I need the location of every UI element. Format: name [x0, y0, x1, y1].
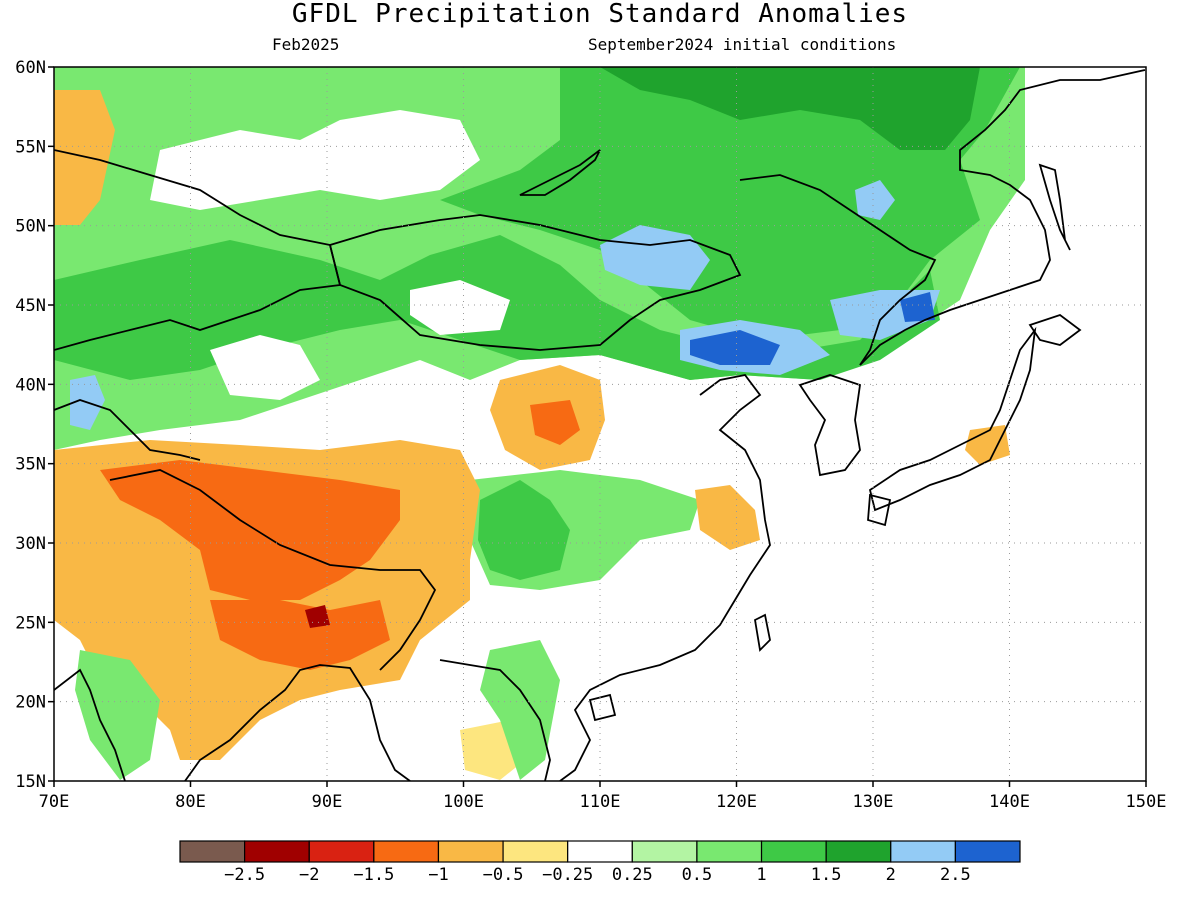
lat-tick-label: 15N: [15, 772, 46, 792]
colorbar-label: 0.25: [612, 865, 653, 885]
lon-tick-label: 110E: [580, 792, 621, 812]
colorbar-label: 1: [756, 865, 766, 885]
lake-baikal: [519, 149, 601, 196]
colorbar-swatch: [825, 840, 892, 863]
colorbar: −2.5 −2 −1.5 −1 −0.5 −0.25 0.25 0.5 1 1.5 2 2.5: [179, 840, 1021, 885]
positive-anomaly-north-dark: [440, 67, 1020, 340]
hainan: [588, 693, 617, 722]
lat-tick-label: 25N: [15, 613, 46, 633]
initial-conditions: September2024 initial conditions: [588, 35, 896, 54]
negative-anomaly-deep: [305, 605, 330, 628]
lat-tick-label: 20N: [15, 693, 46, 713]
graticule: [54, 67, 1146, 781]
indochina-coast: [439, 659, 551, 781]
negative-anomaly-japan: [965, 425, 1010, 465]
lat-tick-label: 35N: [15, 455, 46, 475]
colorbar-label: −1.5: [353, 865, 394, 885]
colorbar-swatch: [696, 840, 763, 863]
kyushu: [867, 493, 892, 527]
china-coastline: [559, 374, 771, 781]
mongolia-border: [328, 214, 742, 351]
lon-tick-label: 130E: [853, 792, 894, 812]
colorbar-swatch: [373, 840, 440, 863]
lon-tick-label: 150E: [1126, 792, 1167, 812]
positive-anomaly-india-south: [75, 650, 160, 780]
korea-peninsula: [798, 374, 861, 477]
lat-tick-label: 45N: [15, 296, 46, 316]
colorbar-label: −0.25: [542, 865, 593, 885]
colorbar-label: −1: [428, 865, 448, 885]
central-asia-borders: [54, 399, 201, 461]
colorbar-swatch: [437, 840, 504, 863]
negative-anomaly-east: [695, 485, 760, 550]
colorbar-label: 0.5: [682, 865, 713, 885]
colorbar-swatch: [179, 840, 246, 863]
positive-anomaly-indochina: [480, 640, 560, 780]
negative-anomaly-strong: [100, 460, 400, 600]
colorbar-label: 2: [886, 865, 896, 885]
taiwan: [754, 613, 771, 652]
map-title: GFDL Precipitation Standard Anomalies: [292, 0, 908, 29]
lon-tick-label: 70E: [39, 792, 70, 812]
colorbar-label: −2: [299, 865, 319, 885]
white-patch-west: [210, 335, 320, 400]
kazakhstan-border: [54, 149, 342, 351]
russia-pacific-coast: [859, 69, 1146, 366]
colorbar-label: −2.5: [224, 865, 265, 885]
colorbar-swatch: [890, 840, 956, 863]
positive-anomaly-south-dark: [478, 480, 570, 580]
colorbar-swatch: [567, 840, 633, 863]
japan-honshu: [868, 326, 1037, 512]
colorbar-swatch: [954, 840, 1021, 863]
strong-positive-ne: [600, 67, 980, 150]
white-patch-mid: [410, 280, 510, 335]
anomaly-fields: [54, 67, 1025, 780]
colorbar-label: 1.5: [811, 865, 842, 885]
lon-tick-label: 120E: [716, 792, 757, 812]
colorbar-swatch: [308, 840, 375, 863]
tibet-border: [109, 469, 437, 671]
lon-tick-label: 140E: [989, 792, 1030, 812]
bay-of-bengal: [184, 664, 411, 781]
lat-tick-label: 50N: [15, 217, 46, 237]
lon-tick-label: 80E: [175, 792, 206, 812]
forecast-month: Feb2025: [272, 35, 339, 54]
anomaly-blue-3: [690, 330, 780, 365]
china-russia-border: [739, 174, 937, 366]
lon-tick-label: 100E: [443, 792, 484, 812]
lat-tick-label: 55N: [15, 137, 46, 157]
sakhalin: [1038, 163, 1071, 251]
colorbar-label: 2.5: [940, 865, 971, 885]
anomaly-blue-5: [900, 292, 935, 322]
coastlines: [54, 69, 1146, 781]
lat-tick-label: 60N: [15, 58, 46, 78]
japan-hokkaido: [1028, 313, 1082, 346]
colorbar-swatch: [631, 840, 698, 863]
colorbar-swatch: [760, 840, 827, 863]
anomaly-blue-6: [855, 180, 895, 220]
negative-anomaly-north-central-core: [530, 400, 580, 445]
negative-anomaly-strong-2: [210, 600, 390, 670]
longitude-axis: 70E 80E 90E 100E 110E 120E 130E 140E 150E: [39, 781, 1167, 812]
latitude-axis: 60N 55N 50N 45N 40N 35N 30N 25N 20N 15N: [15, 58, 54, 792]
lat-tick-label: 30N: [15, 534, 46, 554]
lon-tick-label: 90E: [312, 792, 343, 812]
colorbar-label: −0.5: [483, 865, 524, 885]
white-patch-north: [150, 110, 480, 210]
india-coast: [54, 668, 126, 781]
colorbar-swatch: [502, 840, 569, 863]
lat-tick-label: 40N: [15, 375, 46, 395]
colorbar-swatch: [244, 840, 310, 863]
